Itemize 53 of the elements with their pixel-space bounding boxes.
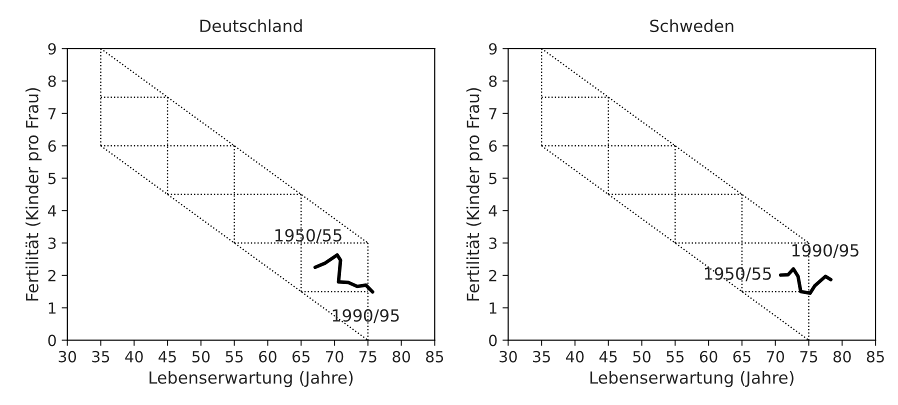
x-tick-label: 45 xyxy=(599,351,617,362)
chart-title: Schweden xyxy=(650,19,734,32)
y-tick-label: 8 xyxy=(48,75,56,88)
x-tick-label: 65 xyxy=(733,350,750,362)
x-tick-label: 30 xyxy=(58,350,76,362)
annotation: 1950/55 xyxy=(275,228,342,243)
y-tick-label: 2 xyxy=(48,270,56,282)
y-tick-label: 8 xyxy=(489,75,497,88)
x-tick-label: 80 xyxy=(392,350,410,362)
y-tick-label: 9 xyxy=(489,43,497,55)
y-tick-label: 0 xyxy=(48,334,56,346)
y-tick-label: 7 xyxy=(489,108,496,120)
y-tick-label: 6 xyxy=(48,140,56,152)
x-tick-label: 70 xyxy=(766,350,784,362)
x-tick-label: 55 xyxy=(666,351,684,362)
x-tick-label: 70 xyxy=(326,350,344,362)
y-tick-label: 1 xyxy=(48,302,56,314)
x-tick-label: 40 xyxy=(566,350,584,362)
y-tick-label: 5 xyxy=(489,172,496,184)
x-tick-label: 40 xyxy=(125,350,143,362)
x-tick-label: 75 xyxy=(800,351,818,362)
y-tick-label: 5 xyxy=(48,172,56,184)
y-tick-label: 0 xyxy=(489,334,497,346)
x-tick-label: 55 xyxy=(226,351,243,362)
y-tick-label: 4 xyxy=(488,205,497,216)
y-tick-label: 7 xyxy=(48,108,56,120)
x-tick-label: 60 xyxy=(259,350,276,362)
y-axis-title: Fertilität (Kinder pro Frau) xyxy=(466,88,482,300)
x-tick-label: 65 xyxy=(292,350,310,362)
x-tick-label: 75 xyxy=(359,351,376,362)
y-tick-label: 4 xyxy=(48,205,56,216)
x-tick-label: 50 xyxy=(192,350,210,362)
y-tick-label: 2 xyxy=(489,270,496,282)
x-tick-label: 45 xyxy=(158,351,176,362)
x-tick-label: 35 xyxy=(533,350,550,362)
x-axis-title: Lebenserwartung (Jahre) xyxy=(150,370,353,388)
y-axis-title: Fertilität (Kinder pro Frau) xyxy=(26,88,42,300)
annotation: 1990/95 xyxy=(792,244,858,258)
x-tick-label: 85 xyxy=(426,350,444,362)
y-tick-label: 6 xyxy=(489,140,497,152)
annotation: 1990/95 xyxy=(332,309,399,324)
y-tick-label: 9 xyxy=(48,43,56,55)
y-tick-label: 1 xyxy=(490,302,496,314)
x-tick-label: 30 xyxy=(500,350,517,362)
chart-title: Deutschland xyxy=(200,19,302,32)
x-axis-title: Lebenserwartung (Jahre) xyxy=(590,370,794,388)
y-tick-label: 3 xyxy=(489,237,497,250)
x-tick-label: 80 xyxy=(833,350,851,362)
x-tick-label: 60 xyxy=(700,350,718,362)
y-tick-label: 3 xyxy=(48,237,56,250)
x-tick-label: 50 xyxy=(633,350,650,362)
x-tick-label: 35 xyxy=(92,350,110,362)
x-tick-label: 85 xyxy=(866,350,884,362)
